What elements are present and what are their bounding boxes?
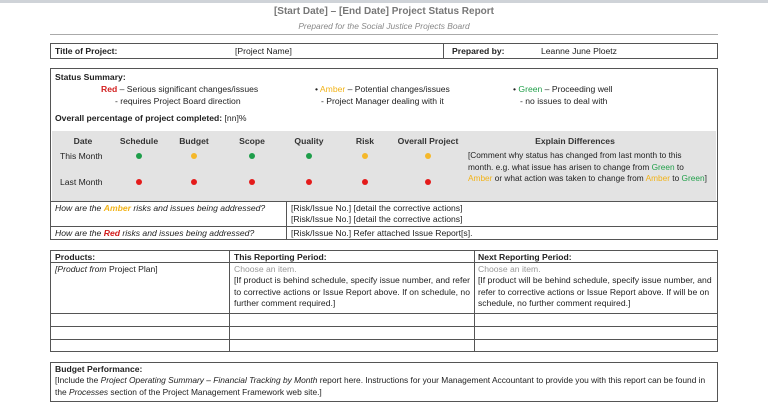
- red-action[interactable]: [Risk/Issue No.] Refer attached Issue Re…: [291, 228, 473, 238]
- legend-red: Red – Serious significant changes/issues: [101, 84, 258, 94]
- divider: [443, 43, 444, 59]
- green-desc: – Proceeding well: [542, 84, 613, 94]
- amber-sub: - Project Manager dealing with it: [321, 96, 444, 106]
- matrix-header: Overall Project: [397, 136, 459, 146]
- red-word: Red: [101, 84, 118, 94]
- divider: [50, 326, 718, 327]
- title-label: Title of Project:: [55, 46, 118, 56]
- budget-heading: Budget Performance:: [55, 364, 143, 374]
- amber-desc: – Potential changes/issues: [345, 84, 450, 94]
- divider: [50, 226, 718, 227]
- status-dot-green: [306, 153, 312, 159]
- status-summary-box: [50, 68, 718, 240]
- divider: [229, 250, 230, 352]
- status-summary-heading: Status Summary:: [55, 72, 126, 82]
- amber-question: How are the Amber risks and issues being…: [55, 203, 266, 213]
- status-matrix: [52, 131, 716, 201]
- status-dot-amber: [191, 153, 197, 159]
- this-period-header: This Reporting Period:: [234, 252, 327, 262]
- products-table: [50, 250, 718, 352]
- matrix-header: Explain Differences: [535, 136, 615, 146]
- matrix-header: Schedule: [119, 136, 159, 146]
- legend-amber: • Amber – Potential changes/issues: [315, 84, 450, 94]
- next-period-header: Next Reporting Period:: [478, 252, 572, 262]
- divider: [474, 250, 475, 352]
- divider: [50, 201, 718, 202]
- this-period-text[interactable]: [If product is behind schedule, specify …: [234, 275, 470, 308]
- next-period-dropdown[interactable]: Choose an item.: [478, 264, 541, 274]
- divider: [50, 262, 718, 263]
- status-dot-red: [249, 179, 255, 185]
- project-name-field[interactable]: [Project Name]: [235, 46, 292, 56]
- products-header: Products:: [55, 252, 96, 262]
- status-dot-amber: [425, 153, 431, 159]
- this-period-dropdown[interactable]: Choose an item.: [234, 264, 297, 274]
- matrix-row-label: This Month: [60, 151, 103, 161]
- percent-value[interactable]: [nn]%: [224, 113, 247, 123]
- budget-text[interactable]: [Include the Project Operating Summary –…: [55, 375, 706, 397]
- report-title: [Start Date] – [End Date] Project Status…: [273, 6, 495, 17]
- matrix-header: Budget: [179, 136, 209, 146]
- status-dot-green: [249, 153, 255, 159]
- status-dot-green: [136, 153, 142, 159]
- red-desc: – Serious significant changes/issues: [117, 84, 259, 94]
- green-word: Green: [518, 84, 543, 94]
- percent-label: Overall percentage of project completed:: [55, 113, 223, 123]
- budget-performance-box: [50, 362, 718, 402]
- matrix-header: Scope: [239, 136, 265, 146]
- prepared-by-label: Prepared by:: [452, 46, 505, 56]
- divider: [50, 313, 718, 314]
- status-dot-red: [136, 179, 142, 185]
- status-dot-red: [306, 179, 312, 185]
- amber-action-1[interactable]: [Risk/Issue No.] [detail the corrective …: [291, 203, 463, 213]
- bullet-icon: •: [315, 84, 320, 94]
- product-name-field[interactable]: [Product from Project Plan]: [55, 264, 158, 274]
- divider: [50, 339, 718, 340]
- matrix-header: Date: [73, 136, 93, 146]
- matrix-header: Risk: [355, 136, 375, 146]
- red-question: How are the Red risks and issues being a…: [55, 228, 255, 238]
- matrix-header: Quality: [294, 136, 324, 146]
- legend-green: • Green – Proceeding well: [513, 84, 613, 94]
- report-subtitle: Prepared for the Social Justice Projects…: [298, 21, 470, 31]
- status-dot-red: [362, 179, 368, 185]
- bullet-icon: •: [513, 84, 519, 94]
- status-dot-amber: [362, 153, 368, 159]
- next-period-text[interactable]: [If product will be behind schedule, spe…: [478, 275, 712, 308]
- explain-differences-text[interactable]: [Comment why status has changed from las…: [468, 150, 707, 183]
- title-rule: [50, 34, 718, 35]
- matrix-row-label: Last Month: [60, 177, 103, 187]
- amber-word: Amber: [319, 84, 346, 94]
- divider: [286, 201, 287, 240]
- amber-action-2[interactable]: [Risk/Issue No.] [detail the corrective …: [291, 214, 463, 224]
- status-dot-red: [425, 179, 431, 185]
- status-dot-red: [191, 179, 197, 185]
- percent-row: Overall percentage of project completed:…: [55, 113, 247, 123]
- prepared-by-field[interactable]: Leanne June Ploetz: [541, 46, 617, 56]
- red-sub: - requires Project Board direction: [115, 96, 241, 106]
- window-top-edge: [0, 0, 768, 3]
- project-info-box: [50, 43, 718, 59]
- green-sub: - no issues to deal with: [520, 96, 608, 106]
